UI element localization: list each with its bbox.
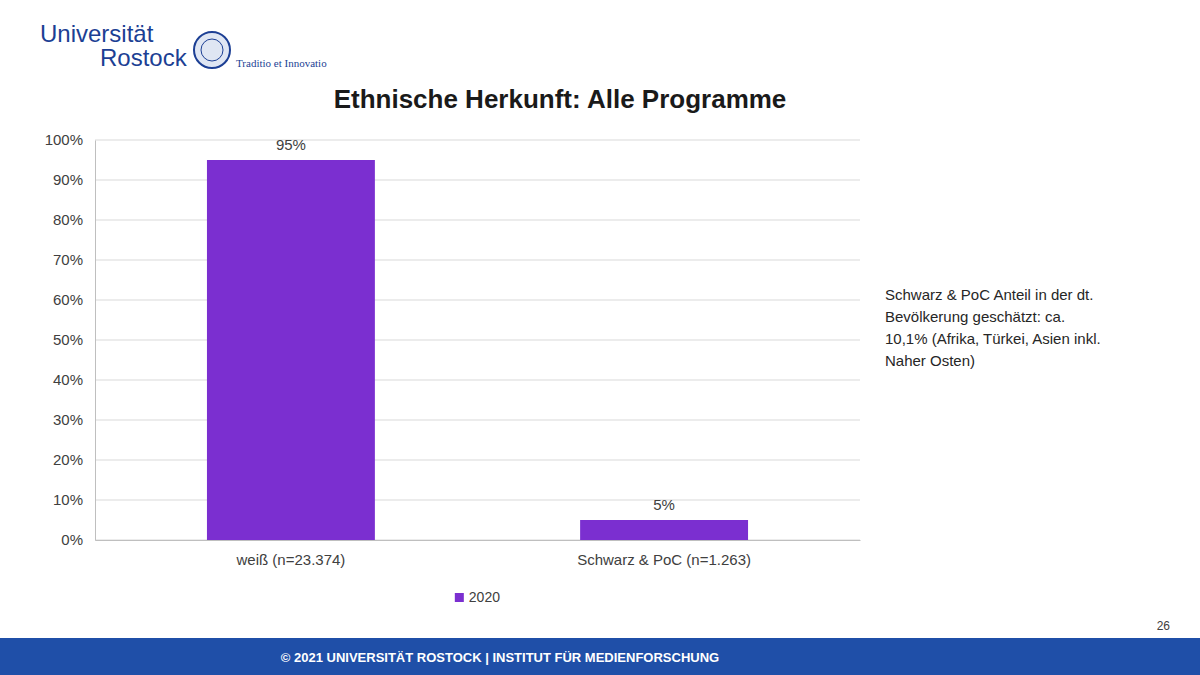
y-tick-label: 50% — [53, 331, 83, 348]
y-tick-label: 0% — [61, 531, 83, 548]
logo: UniversitätRostock Traditio et Innovatio — [40, 20, 327, 71]
y-axis: 0% 10% 20% 30% 40% 50% 60% 70% 80% 90% 100% — [45, 131, 96, 548]
bar — [207, 160, 375, 540]
x-tick-label: weiß (n=23.374) — [236, 551, 346, 568]
y-tick: 70% — [53, 251, 95, 268]
page-number: 26 — [1157, 619, 1171, 633]
legend-label: 2020 — [469, 589, 500, 605]
chart-title: Ethnische Herkunft: Alle Programme — [334, 84, 787, 114]
x-tick-label: Schwarz & PoC (n=1.263) — [577, 551, 751, 568]
annotation: Schwarz & PoC Anteil in der dt. Bevölkeru… — [885, 286, 1101, 369]
y-tick-label: 20% — [53, 451, 83, 468]
y-tick: 60% — [53, 291, 95, 308]
y-tick-label: 70% — [53, 251, 83, 268]
y-tick: 40% — [53, 371, 95, 388]
legend: 2020 — [455, 589, 500, 605]
y-tick: 50% — [53, 331, 95, 348]
data-label: 95% — [276, 136, 306, 153]
y-tick: 0% — [61, 531, 95, 548]
x-tick: weiß (n=23.374) — [236, 540, 346, 568]
data-labels: 95% 5% — [276, 136, 675, 513]
y-tick: 90% — [53, 171, 95, 188]
y-tick: 20% — [53, 451, 95, 468]
y-axis-line — [95, 141, 96, 541]
grid — [95, 140, 860, 540]
y-tick-label: 40% — [53, 371, 83, 388]
legend-swatch — [455, 593, 464, 602]
logo-seal-inner — [201, 39, 223, 61]
footer-bar — [0, 638, 1200, 675]
x-axis-line — [96, 540, 861, 541]
annotation-line: Naher Osten) — [885, 352, 975, 369]
logo-motto: Traditio et Innovatio — [236, 57, 327, 69]
x-tick: Schwarz & PoC (n=1.263) — [577, 540, 751, 568]
data-label: 5% — [653, 496, 675, 513]
annotation-line: Bevölkerung geschätzt: ca. — [885, 308, 1065, 325]
footer: © 2021 UNIVERSITÄT ROSTOCK | INSTITUT FÜ… — [0, 619, 1200, 675]
y-tick-label: 60% — [53, 291, 83, 308]
logo-seal — [194, 32, 230, 68]
grid-line — [95, 140, 860, 141]
slide: UniversitätRostock Traditio et Innovatio E… — [0, 0, 1200, 675]
y-tick-label: 100% — [45, 131, 83, 148]
y-tick: 100% — [45, 131, 95, 148]
y-tick-label: 10% — [53, 491, 83, 508]
y-tick: 10% — [53, 491, 95, 508]
y-tick: 30% — [53, 411, 95, 428]
y-tick-label: 30% — [53, 411, 83, 428]
bar — [580, 520, 748, 540]
y-tick-label: 80% — [53, 211, 83, 228]
background — [0, 0, 1200, 675]
y-tick-label: 90% — [53, 171, 83, 188]
logo-name: Rostock — [100, 44, 188, 71]
annotation-line: 10,1% (Afrika, Türkei, Asien inkl. — [885, 330, 1101, 347]
footer-text: © 2021 UNIVERSITÄT ROSTOCK | INSTITUT FÜ… — [281, 650, 719, 665]
annotation-line: Schwarz & PoC Anteil in der dt. — [885, 286, 1093, 303]
logo-name: Universität — [40, 20, 154, 47]
legend-item: 2020 — [455, 589, 500, 605]
bars — [207, 160, 748, 540]
x-axis: weiß (n=23.374) Schwarz & PoC (n=1.263) — [96, 540, 861, 568]
y-tick: 80% — [53, 211, 95, 228]
